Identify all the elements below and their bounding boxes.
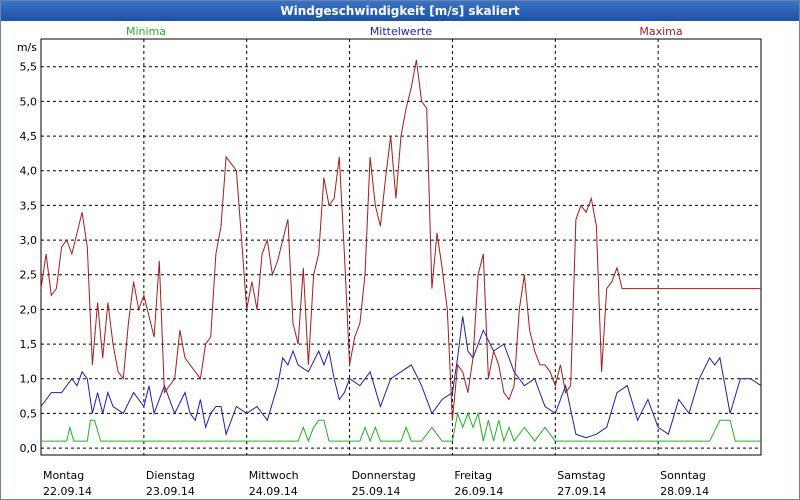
series-line-minima <box>41 411 761 443</box>
legend-entry: Maxima <box>639 25 682 38</box>
y-tick-label: 3,0 <box>20 234 38 247</box>
y-tick-label: 2,5 <box>20 269 38 282</box>
x-tick-day: Donnerstag <box>352 469 416 482</box>
x-tick-day: Montag <box>43 469 84 482</box>
x-tick-date: 27.09.14 <box>557 485 606 498</box>
wind-speed-chart: 0,0 0,5 1,0 1,5 2,0 2,5 3,0 3,5 4,0 4,5 5,0 5,5 m/s M… <box>17 25 762 498</box>
y-tick-label: 0,5 <box>20 407 38 420</box>
x-tick-day: Sonntag <box>660 469 706 482</box>
y-tick-label: 4,0 <box>20 165 38 178</box>
legend-entry: Mittelwerte <box>370 25 433 38</box>
y-tick-label: 1,0 <box>20 373 38 386</box>
series-line-mittelwerte <box>40 316 762 439</box>
x-tick-day: Mittwoch <box>249 469 299 482</box>
x-tick-date: 24.09.14 <box>249 485 298 498</box>
x-tick-date: 23.09.14 <box>146 485 195 498</box>
x-tick-date: 26.09.14 <box>454 485 503 498</box>
x-tick-day: Freitag <box>454 469 492 482</box>
y-tick-label: 4,5 <box>20 130 38 143</box>
y-tick-label: 0,0 <box>20 442 38 455</box>
window-title: Windgeschwindigkeit [m/s] skaliert <box>1 1 799 21</box>
y-tick-label: 2,0 <box>20 303 38 316</box>
series-line-maxima <box>40 59 761 421</box>
x-tick-date: 28.09.14 <box>660 485 709 498</box>
legend-entry: Minima <box>126 25 166 38</box>
x-tick-date: 22.09.14 <box>43 485 92 498</box>
y-tick-label: 3,5 <box>20 199 38 212</box>
y-axis-unit: m/s <box>17 41 37 54</box>
plot-frame <box>40 38 762 456</box>
x-tick-day: Dienstag <box>146 469 195 482</box>
y-tick-label: 5,5 <box>20 61 38 74</box>
y-tick-label: 1,5 <box>20 338 38 351</box>
x-tick-date: 25.09.14 <box>352 485 401 498</box>
x-tick-day: Samstag <box>557 469 605 482</box>
y-tick-label: 5,0 <box>20 95 38 108</box>
